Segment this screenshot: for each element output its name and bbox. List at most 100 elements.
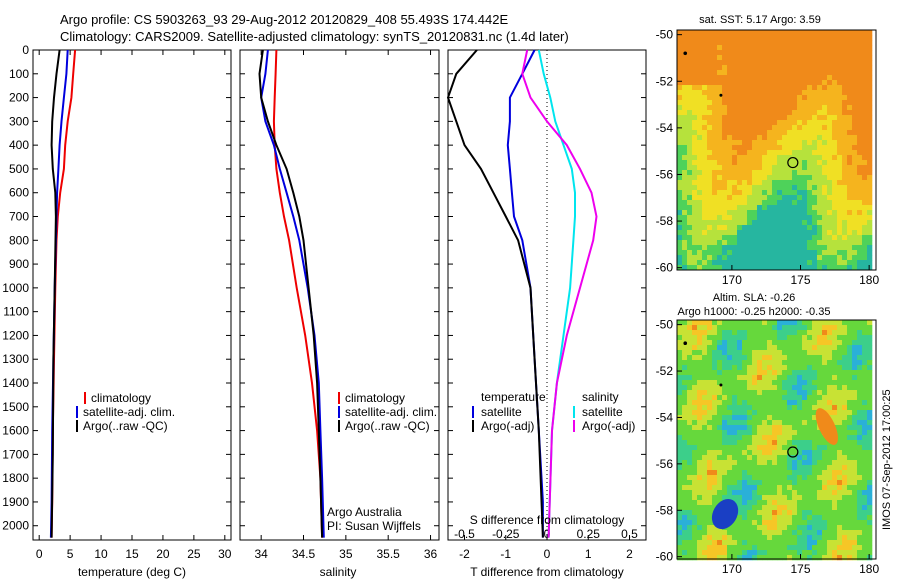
temperature-series-argo-raw-qc-: [50, 49, 61, 538]
sla-map-cell: [857, 535, 863, 541]
sst-map-cell: [717, 140, 723, 146]
sst-map-cell: [752, 150, 758, 156]
sst-map-cell: [772, 110, 778, 116]
sla-map-cell: [807, 410, 813, 416]
sla-map-cell: [747, 395, 753, 401]
sla-map-cell: [862, 445, 868, 451]
sst-map-cell: [762, 70, 768, 76]
sla-map-cell: [692, 435, 698, 441]
salinity-axis-label: salinity: [320, 565, 357, 579]
sla-map-cell: [782, 465, 788, 471]
sst-map-cell: [747, 85, 753, 91]
sst-map-cell: [807, 165, 813, 171]
sla-map-cell: [677, 485, 683, 491]
sla-map-cell: [852, 350, 858, 356]
sla-map-cell: [822, 480, 828, 486]
sla-map-cell: [782, 485, 788, 491]
sla-map-cell: [687, 415, 693, 421]
sla-map-cell: [747, 460, 753, 466]
sst-map-cell: [772, 125, 778, 131]
sst-map-cell: [717, 125, 723, 131]
sst-map-cell: [792, 160, 798, 166]
sst-map-cell: [847, 60, 853, 66]
sla-map-cell: [752, 420, 758, 426]
sst-map-cell: [737, 260, 743, 266]
sst-map-cell: [772, 165, 778, 171]
sst-map-cell: [782, 75, 788, 81]
sst-map-cell: [717, 145, 723, 151]
sla-map-cell: [752, 515, 758, 521]
sla-map-cell: [762, 400, 768, 406]
sla-map-cell: [712, 495, 718, 501]
sla-map-cell: [762, 345, 768, 351]
sla-map-cell: [842, 375, 848, 381]
sla-map-cell: [817, 550, 823, 556]
sst-map-cell: [687, 265, 693, 271]
sst-map-cell: [792, 110, 798, 116]
sla-map-cell: [747, 400, 753, 406]
sst-map-cell: [787, 225, 793, 231]
sst-map-cell: [817, 255, 823, 261]
sla-map-cell: [852, 380, 858, 386]
sla-map-cell: [787, 525, 793, 531]
sst-map-cell: [742, 175, 748, 181]
sst-map-cell: [727, 120, 733, 126]
sla-map-cell: [827, 380, 833, 386]
sst-map-cell: [732, 115, 738, 121]
sla-map-cell: [767, 345, 773, 351]
sla-map-cell: [722, 330, 728, 336]
sla-map-cell: [867, 375, 873, 381]
sla-map-cell: [852, 395, 858, 401]
sla-map-cell: [732, 470, 738, 476]
sla-map-cell: [787, 440, 793, 446]
sst-map-cell: [757, 145, 763, 151]
sla-map-cell: [772, 500, 778, 506]
sst-map-cell: [707, 135, 713, 141]
sla-map-cell: [817, 505, 823, 511]
sla-map-cell: [832, 465, 838, 471]
sst-map-cell: [857, 205, 863, 211]
sla-map-cell: [817, 405, 823, 411]
sst-map-cell: [837, 110, 843, 116]
sst-map-cell: [842, 160, 848, 166]
sla-map-cell: [762, 360, 768, 366]
sla-map-cell: [702, 420, 708, 426]
sla-map-cell: [702, 430, 708, 436]
sla-map-cell: [687, 550, 693, 556]
sla-map-cell: [742, 350, 748, 356]
sla-map-cell: [827, 355, 833, 361]
sla-map-cell: [712, 490, 718, 496]
sla-map-cell: [717, 360, 723, 366]
sst-map-cell: [827, 200, 833, 206]
sla-map-cell: [787, 495, 793, 501]
sla-map-cell: [737, 325, 743, 331]
sla-map-cell: [857, 355, 863, 361]
sst-map-cell: [797, 100, 803, 106]
sla-map-cell: [752, 330, 758, 336]
sla-map-cell: [792, 470, 798, 476]
salinity-panel-frame: [239, 49, 440, 541]
sst-map-cell: [762, 135, 768, 141]
sst-map-cell: [787, 105, 793, 111]
sla-map-cell: [787, 455, 793, 461]
sla-map-cell: [832, 410, 838, 416]
sla-map-cell: [867, 460, 873, 466]
sla-map-cell: [812, 435, 818, 441]
sst-map-cell: [827, 65, 833, 71]
sla-map-cell: [732, 355, 738, 361]
sla-map-cell: [837, 360, 843, 366]
temperature-ytick-label: 100: [9, 67, 29, 81]
sst-map-cell: [747, 155, 753, 161]
sla-map-cell: [777, 355, 783, 361]
sla-map-cell: [842, 420, 848, 426]
sst-map-cell: [732, 170, 738, 176]
sst-map-cell: [827, 250, 833, 256]
sst-map-cell: [782, 30, 788, 36]
sla-map-cell: [822, 400, 828, 406]
sla-map-cell: [832, 325, 838, 331]
sst-map-cell: [702, 175, 708, 181]
sst-map-cell: [762, 55, 768, 61]
sst-map-cell: [707, 35, 713, 41]
sst-map-cell: [762, 240, 768, 246]
sla-map-cell: [817, 475, 823, 481]
